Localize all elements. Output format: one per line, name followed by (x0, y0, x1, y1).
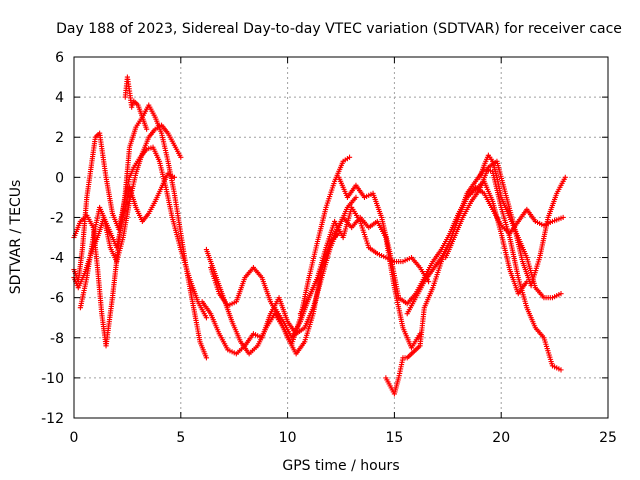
data-point (346, 154, 353, 160)
y-tick-label: 0 (55, 170, 64, 186)
y-tick-label: 6 (55, 50, 64, 66)
x-tick-label: 25 (599, 430, 617, 446)
series-track-11 (336, 174, 530, 307)
y-axis-label: SDTVAR / TECUs (8, 180, 24, 295)
data-point (171, 174, 177, 180)
series-track-6 (203, 154, 353, 357)
y-tick-label: -12 (41, 411, 64, 427)
plot-frame (73, 56, 609, 419)
series-track-5 (122, 74, 150, 132)
x-tick-label: 15 (385, 430, 403, 446)
data-point (560, 214, 566, 221)
x-tick-label: 20 (492, 430, 510, 446)
series-track-4 (71, 122, 184, 291)
data-point (203, 315, 210, 321)
y-tick-label: -6 (50, 291, 64, 307)
series-line (479, 154, 562, 299)
x-tick-label: 0 (70, 430, 79, 446)
axis-ticks: 0 5 10 15 20 25 -12 -10 -8 -6 -4 -2 0 2 4 6 (41, 50, 617, 446)
y-tick-label: -10 (41, 371, 64, 387)
data-point (558, 291, 564, 297)
y-tick-label: 2 (55, 130, 64, 146)
y-tick-label: -4 (50, 251, 64, 267)
y-tick-label: 4 (55, 90, 64, 106)
data-point (144, 126, 150, 132)
series-track-9 (272, 214, 423, 351)
x-tick-label: 10 (279, 430, 297, 446)
y-tick-label: -2 (50, 210, 64, 226)
chart-title: Day 188 of 2023, Sidereal Day-to-day VTE… (56, 21, 622, 37)
data-point (203, 355, 210, 361)
data-point (178, 154, 184, 160)
series-line (201, 196, 357, 355)
data-point (562, 174, 568, 180)
plot-area (71, 74, 568, 397)
series-track-15 (477, 152, 564, 301)
x-tick-label: 5 (176, 430, 185, 446)
y-tick-label: -8 (50, 331, 64, 347)
x-axis-label: GPS time / hours (282, 458, 399, 474)
series-track-3 (77, 170, 177, 311)
data-point (558, 367, 564, 373)
data-point (353, 194, 359, 200)
